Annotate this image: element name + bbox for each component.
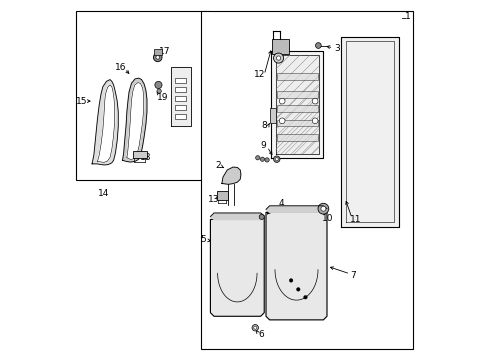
Circle shape — [273, 156, 280, 162]
Text: 14: 14 — [98, 189, 109, 198]
Polygon shape — [97, 85, 115, 162]
Text: 10: 10 — [321, 214, 333, 223]
Text: 18: 18 — [140, 153, 151, 162]
Bar — [271, 40, 288, 54]
Bar — [217, 191, 227, 200]
Polygon shape — [126, 82, 143, 159]
Circle shape — [303, 296, 306, 299]
Bar — [76, 12, 208, 180]
Text: 2: 2 — [215, 161, 221, 170]
Polygon shape — [92, 80, 118, 165]
Polygon shape — [341, 37, 398, 226]
Bar — [174, 78, 185, 83]
Circle shape — [279, 98, 285, 104]
Circle shape — [312, 98, 317, 104]
Circle shape — [273, 53, 283, 63]
Bar — [174, 96, 185, 101]
Bar — [276, 134, 317, 140]
Circle shape — [289, 279, 292, 282]
Text: 11: 11 — [349, 215, 361, 224]
Text: 4: 4 — [278, 199, 284, 208]
Bar — [154, 49, 162, 55]
Bar — [276, 105, 317, 112]
Text: 6: 6 — [258, 330, 264, 339]
Text: 17: 17 — [159, 47, 170, 56]
Circle shape — [255, 156, 260, 160]
Text: 16: 16 — [115, 63, 126, 72]
Polygon shape — [171, 67, 190, 126]
Circle shape — [315, 42, 321, 48]
Text: 15: 15 — [76, 96, 87, 105]
Polygon shape — [265, 209, 326, 320]
Text: 19: 19 — [157, 93, 168, 102]
Circle shape — [264, 158, 269, 162]
Text: 1: 1 — [404, 12, 410, 21]
Polygon shape — [271, 51, 323, 158]
Bar — [276, 73, 317, 80]
Polygon shape — [265, 206, 326, 212]
Polygon shape — [222, 167, 241, 184]
Bar — [201, 12, 412, 348]
Circle shape — [253, 326, 256, 329]
Polygon shape — [210, 216, 264, 316]
Bar — [276, 120, 317, 126]
Text: 3: 3 — [333, 44, 339, 53]
Bar — [276, 55, 319, 154]
Circle shape — [279, 118, 285, 124]
Polygon shape — [276, 55, 319, 154]
Bar — [269, 108, 276, 123]
Bar — [174, 114, 185, 119]
Circle shape — [156, 55, 159, 59]
Text: 5: 5 — [200, 235, 205, 244]
Circle shape — [296, 288, 300, 291]
Polygon shape — [210, 213, 264, 220]
Bar — [132, 150, 147, 158]
Circle shape — [259, 215, 264, 220]
Text: 9: 9 — [260, 141, 265, 150]
Bar — [174, 105, 185, 110]
Bar — [276, 91, 317, 98]
Text: 8: 8 — [261, 121, 267, 130]
Circle shape — [320, 206, 325, 211]
Circle shape — [251, 324, 258, 331]
Bar — [174, 87, 185, 92]
Text: 13: 13 — [207, 194, 219, 203]
Circle shape — [312, 118, 317, 124]
Circle shape — [153, 53, 162, 62]
Circle shape — [157, 89, 161, 93]
Circle shape — [275, 158, 278, 161]
Circle shape — [317, 203, 328, 214]
Text: 12: 12 — [254, 71, 265, 80]
Polygon shape — [122, 78, 147, 162]
Circle shape — [276, 56, 280, 60]
Text: 7: 7 — [350, 270, 356, 279]
Circle shape — [260, 157, 264, 161]
Circle shape — [155, 81, 162, 89]
